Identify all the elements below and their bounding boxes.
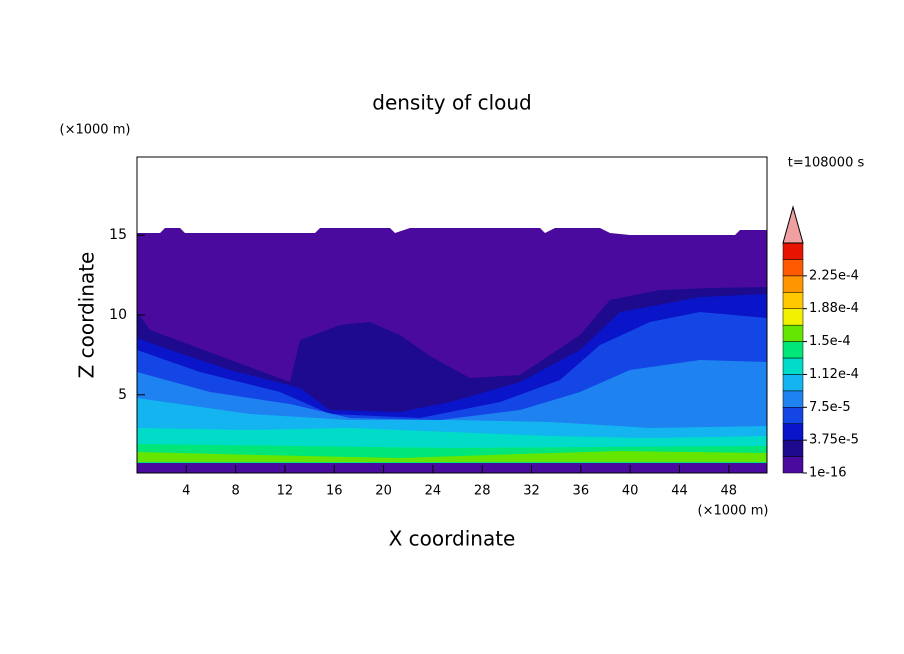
y-tick-label: 15 (109, 227, 127, 243)
y-unit: (×1000 m) (60, 123, 131, 138)
colorbar-band (782, 357, 804, 375)
x-axis-label: X coordinate (389, 527, 516, 551)
x-tick-label: 48 (721, 484, 738, 499)
x-tick-label: 20 (375, 484, 392, 499)
colorbar-band (782, 407, 804, 424)
colorbar-tick-label: 7.5e-5 (809, 400, 851, 415)
chart-title: density of cloud (372, 91, 531, 115)
colorbar-tick-label: 2.25e-4 (809, 268, 859, 283)
x-tick-label: 12 (277, 484, 294, 499)
colorbar-band (782, 374, 804, 392)
x-tick-label: 36 (573, 484, 590, 499)
colorbar-band (782, 292, 804, 309)
x-tick-label: 8 (231, 484, 239, 499)
x-tick-label: 32 (523, 484, 540, 499)
colorbar-tick-label: 1.88e-4 (809, 301, 859, 316)
colorbar-band (782, 324, 804, 342)
x-tick-label: 24 (425, 484, 442, 499)
colorbar-tick-label: 1.5e-4 (809, 334, 851, 349)
colorbar-band (782, 456, 804, 474)
contour-region (137, 463, 767, 473)
x-unit: (×1000 m) (698, 504, 769, 519)
colorbar-band (782, 308, 804, 326)
colorbar-extend (782, 205, 804, 244)
x-tick-label: 44 (671, 484, 688, 499)
colorbar-tick-label: 1.12e-4 (809, 367, 859, 382)
y-tick-label: 5 (118, 387, 127, 403)
colorbar-band (782, 423, 804, 441)
colorbar-band (782, 259, 804, 277)
x-tick-label: 40 (622, 484, 639, 499)
y-tick-label: 10 (109, 307, 127, 323)
colorbar-tick-label: 3.75e-5 (809, 433, 859, 448)
colorbar-tick-label: 1e-16 (809, 466, 847, 481)
colorbar-band (782, 439, 804, 457)
colorbar-band (782, 275, 804, 293)
x-tick-label: 16 (326, 484, 343, 499)
x-tick-label: 4 (182, 484, 190, 499)
colorbar-band (782, 390, 804, 408)
y-axis-label: Z coordinate (75, 252, 99, 379)
colorbar-band (782, 242, 804, 260)
time-annotation: t=108000 s (788, 156, 865, 171)
colorbar-band (782, 341, 804, 359)
contour-field (137, 228, 767, 473)
x-tick-label: 28 (474, 484, 491, 499)
contour-region (137, 451, 767, 462)
